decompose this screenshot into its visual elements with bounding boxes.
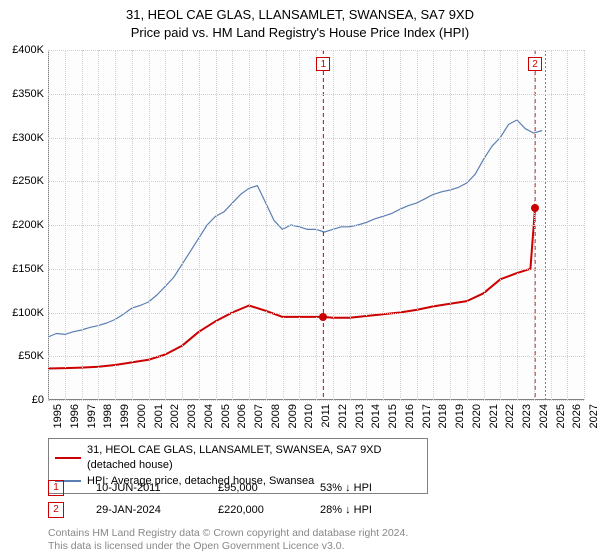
sale-row-2: 2 29-JAN-2024 £220,000 28% ↓ HPI bbox=[48, 502, 372, 518]
xtick-label: 2013 bbox=[354, 404, 366, 428]
footer-note: Contains HM Land Registry data © Crown c… bbox=[48, 527, 408, 554]
xtick-label: 2008 bbox=[270, 404, 282, 428]
xtick-label: 2009 bbox=[287, 404, 299, 428]
xtick-label: 1997 bbox=[86, 404, 98, 428]
xtick-label: 2021 bbox=[488, 404, 500, 428]
xtick-label: 2007 bbox=[253, 404, 265, 428]
xtick-label: 2006 bbox=[236, 404, 248, 428]
footer-line-1: Contains HM Land Registry data © Crown c… bbox=[48, 527, 408, 541]
legend-row-property: 31, HEOL CAE GLAS, LLANSAMLET, SWANSEA, … bbox=[55, 443, 421, 474]
xtick-label: 2024 bbox=[538, 404, 550, 428]
chart-plot-area: £0£50K£100K£150K£200K£250K£300K£350K£400… bbox=[48, 50, 584, 400]
ytick-label: £100K bbox=[12, 307, 44, 319]
sale-row-1: 1 10-JUN-2011 £95,000 53% ↓ HPI bbox=[48, 480, 372, 496]
xtick-label: 1999 bbox=[119, 404, 131, 428]
ytick-label: £350K bbox=[12, 88, 44, 100]
xtick-label: 2027 bbox=[588, 404, 600, 428]
xtick-label: 2025 bbox=[555, 404, 567, 428]
legend-swatch-property bbox=[55, 457, 81, 459]
sale-date-2: 29-JAN-2024 bbox=[96, 504, 186, 516]
chart-title: 31, HEOL CAE GLAS, LLANSAMLET, SWANSEA, … bbox=[0, 0, 600, 41]
xtick-label: 2017 bbox=[421, 404, 433, 428]
xtick-label: 2004 bbox=[203, 404, 215, 428]
xtick-label: 2012 bbox=[337, 404, 349, 428]
xtick-label: 2014 bbox=[370, 404, 382, 428]
sale-marker-2: 2 bbox=[48, 502, 64, 518]
xtick-label: 2022 bbox=[504, 404, 516, 428]
ytick-label: £150K bbox=[12, 263, 44, 275]
sale-box-1: 1 bbox=[316, 57, 330, 71]
xtick-label: 2002 bbox=[169, 404, 181, 428]
legend-label-property: 31, HEOL CAE GLAS, LLANSAMLET, SWANSEA, … bbox=[87, 443, 421, 474]
xtick-label: 2026 bbox=[571, 404, 583, 428]
title-line-1: 31, HEOL CAE GLAS, LLANSAMLET, SWANSEA, … bbox=[0, 6, 600, 24]
sale-dot-1 bbox=[319, 313, 327, 321]
ytick-label: £400K bbox=[12, 44, 44, 56]
xtick-label: 2000 bbox=[136, 404, 148, 428]
footer-line-2: This data is licensed under the Open Gov… bbox=[48, 540, 408, 554]
ytick-label: £0 bbox=[32, 394, 44, 406]
xtick-label: 2011 bbox=[320, 404, 332, 428]
xtick-label: 2023 bbox=[521, 404, 533, 428]
ytick-label: £250K bbox=[12, 175, 44, 187]
xtick-label: 1995 bbox=[52, 404, 64, 428]
sale-marker-1: 1 bbox=[48, 480, 64, 496]
xtick-label: 2001 bbox=[153, 404, 165, 428]
xtick-label: 2003 bbox=[186, 404, 198, 428]
sale-diff-1: 53% ↓ HPI bbox=[320, 482, 372, 494]
xtick-label: 2019 bbox=[454, 404, 466, 428]
sale-price-1: £95,000 bbox=[218, 482, 288, 494]
ytick-label: £300K bbox=[12, 132, 44, 144]
xtick-label: 2020 bbox=[471, 404, 483, 428]
xtick-label: 2005 bbox=[220, 404, 232, 428]
sale-dot-2 bbox=[531, 204, 539, 212]
sale-price-2: £220,000 bbox=[218, 504, 288, 516]
xtick-label: 1996 bbox=[69, 404, 81, 428]
xtick-label: 1998 bbox=[102, 404, 114, 428]
xtick-label: 2010 bbox=[303, 404, 315, 428]
sale-diff-2: 28% ↓ HPI bbox=[320, 504, 372, 516]
xtick-label: 2015 bbox=[387, 404, 399, 428]
sale-box-2: 2 bbox=[528, 57, 542, 71]
ytick-label: £50K bbox=[18, 350, 44, 362]
xtick-label: 2016 bbox=[404, 404, 416, 428]
ytick-label: £200K bbox=[12, 219, 44, 231]
sale-date-1: 10-JUN-2011 bbox=[96, 482, 186, 494]
xtick-label: 2018 bbox=[437, 404, 449, 428]
title-line-2: Price paid vs. HM Land Registry's House … bbox=[0, 24, 600, 42]
